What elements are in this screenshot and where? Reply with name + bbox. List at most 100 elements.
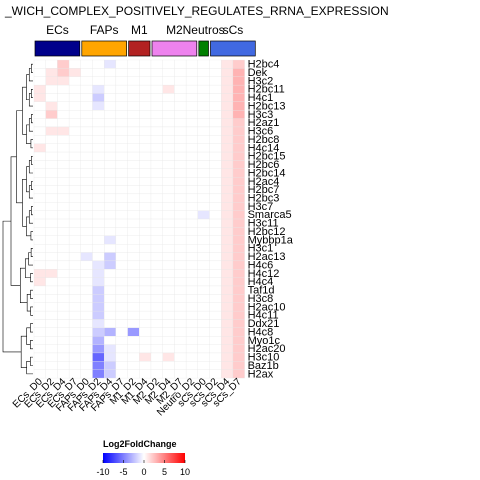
- heatmap-cell: [150, 126, 163, 136]
- heatmap-cell: [221, 327, 234, 337]
- heatmap-cell: [232, 76, 245, 86]
- heatmap-cell: [174, 319, 187, 328]
- heatmap-cell: [80, 252, 93, 262]
- heatmap-cell: [80, 277, 93, 287]
- group-bar-m1: [128, 40, 151, 57]
- heatmap-cell: [174, 243, 187, 253]
- heatmap-cell: [162, 285, 175, 295]
- heatmap-cell: [232, 361, 245, 370]
- heatmap-cell: [92, 68, 105, 77]
- heatmap-cell: [174, 227, 187, 236]
- heatmap-cell: [209, 135, 222, 144]
- dendrogram-branch: [26, 294, 31, 312]
- heatmap-cell: [104, 135, 117, 144]
- heatmap-cell: [57, 210, 70, 220]
- heatmap-cell: [232, 252, 245, 262]
- heatmap-cell: [104, 210, 117, 220]
- heatmap-cell: [33, 243, 46, 253]
- heatmap-cell: [174, 260, 187, 270]
- heatmap-cell: [162, 68, 175, 77]
- heatmap-cell: [80, 310, 93, 320]
- heatmap-cell: [221, 76, 234, 86]
- heatmap-cell: [127, 68, 140, 77]
- heatmap-cell: [45, 243, 58, 253]
- dendrogram-branch: [26, 361, 33, 375]
- group-label-ecs: ECs: [46, 23, 69, 37]
- heatmap-cell: [209, 177, 222, 186]
- heatmap-cell: [104, 243, 117, 253]
- heatmap-cell: [221, 310, 234, 320]
- heatmap-cell: [115, 344, 128, 354]
- heatmap-cell: [150, 336, 163, 345]
- heatmap-cell: [33, 135, 46, 144]
- heatmap-cell: [104, 93, 117, 103]
- heatmap-cell: [150, 227, 163, 236]
- heatmap-cell: [232, 227, 245, 236]
- dendrogram-branch: [22, 178, 27, 227]
- heatmap-cell: [127, 352, 140, 362]
- heatmap-cell: [33, 218, 46, 228]
- heatmap-cell: [68, 218, 81, 228]
- heatmap-cell: [221, 361, 234, 370]
- dendrogram-branch: [31, 114, 33, 124]
- heatmap-cell: [92, 84, 105, 94]
- heatmap-cell: [197, 294, 210, 303]
- heatmap-cell: [68, 110, 81, 119]
- heatmap-cell: [33, 361, 46, 370]
- heatmap-cell: [33, 277, 46, 287]
- legend-tick-label: -10: [96, 467, 109, 477]
- heatmap-cell: [45, 285, 58, 295]
- heatmap-cell: [221, 135, 234, 144]
- row-label: Smarca5: [248, 209, 292, 221]
- heatmap-cell: [185, 160, 198, 169]
- heatmap-cell: [45, 160, 58, 169]
- heatmap-cell: [162, 193, 175, 203]
- heatmap-cell: [185, 110, 198, 119]
- heatmap-cell: [80, 160, 93, 169]
- heatmap-cell: [45, 210, 58, 220]
- heatmap-cell: [33, 227, 46, 236]
- heatmap-cell: [92, 361, 105, 370]
- heatmap-cell: [209, 227, 222, 236]
- heatmap-cell: [185, 135, 198, 144]
- heatmap-cell: [232, 193, 245, 203]
- heatmap-cell: [57, 110, 70, 119]
- row-label: H3c3: [248, 109, 274, 121]
- heatmap-cell: [45, 361, 58, 370]
- heatmap-cell: [209, 210, 222, 220]
- row-label: H2ac4: [248, 176, 280, 188]
- legend-title: Log2FoldChange: [103, 439, 177, 449]
- heatmap-cell: [33, 110, 46, 119]
- heatmap-cell: [92, 118, 105, 128]
- heatmap-cell: [209, 151, 222, 161]
- heatmap-cell: [45, 177, 58, 186]
- heatmap-cell: [209, 344, 222, 354]
- heatmap-cell: [127, 302, 140, 312]
- heatmap-cell: [174, 84, 187, 94]
- dendrogram-branch: [20, 335, 27, 368]
- heatmap-cell: [150, 193, 163, 203]
- heatmap-cell: [57, 269, 70, 278]
- heatmap-cell: [115, 177, 128, 186]
- heatmap-cell: [174, 168, 187, 178]
- heatmap-cell: [57, 260, 70, 270]
- heatmap-cell: [232, 68, 245, 77]
- heatmap-cell: [80, 177, 93, 186]
- heatmap-cell: [221, 177, 234, 186]
- heatmap-cell: [232, 135, 245, 144]
- heatmap-cell: [209, 168, 222, 178]
- group-bar-ecs: [34, 40, 81, 57]
- chart-title: _WICH_COMPLEX_POSITIVELY_REGULATES_RRNA_…: [4, 4, 389, 18]
- heatmap-cell: [115, 327, 128, 337]
- heatmap-cell: [33, 327, 46, 337]
- heatmap-cell: [57, 84, 70, 94]
- heatmap-cell: [92, 59, 105, 69]
- heatmap-cell: [45, 294, 58, 303]
- heatmap-cell: [80, 126, 93, 136]
- row-label: H3c6: [248, 126, 274, 138]
- heatmap-cell: [115, 218, 128, 228]
- group-bar-scs: [210, 40, 256, 57]
- heatmap-cell: [104, 235, 117, 245]
- heatmap-cell: [232, 336, 245, 345]
